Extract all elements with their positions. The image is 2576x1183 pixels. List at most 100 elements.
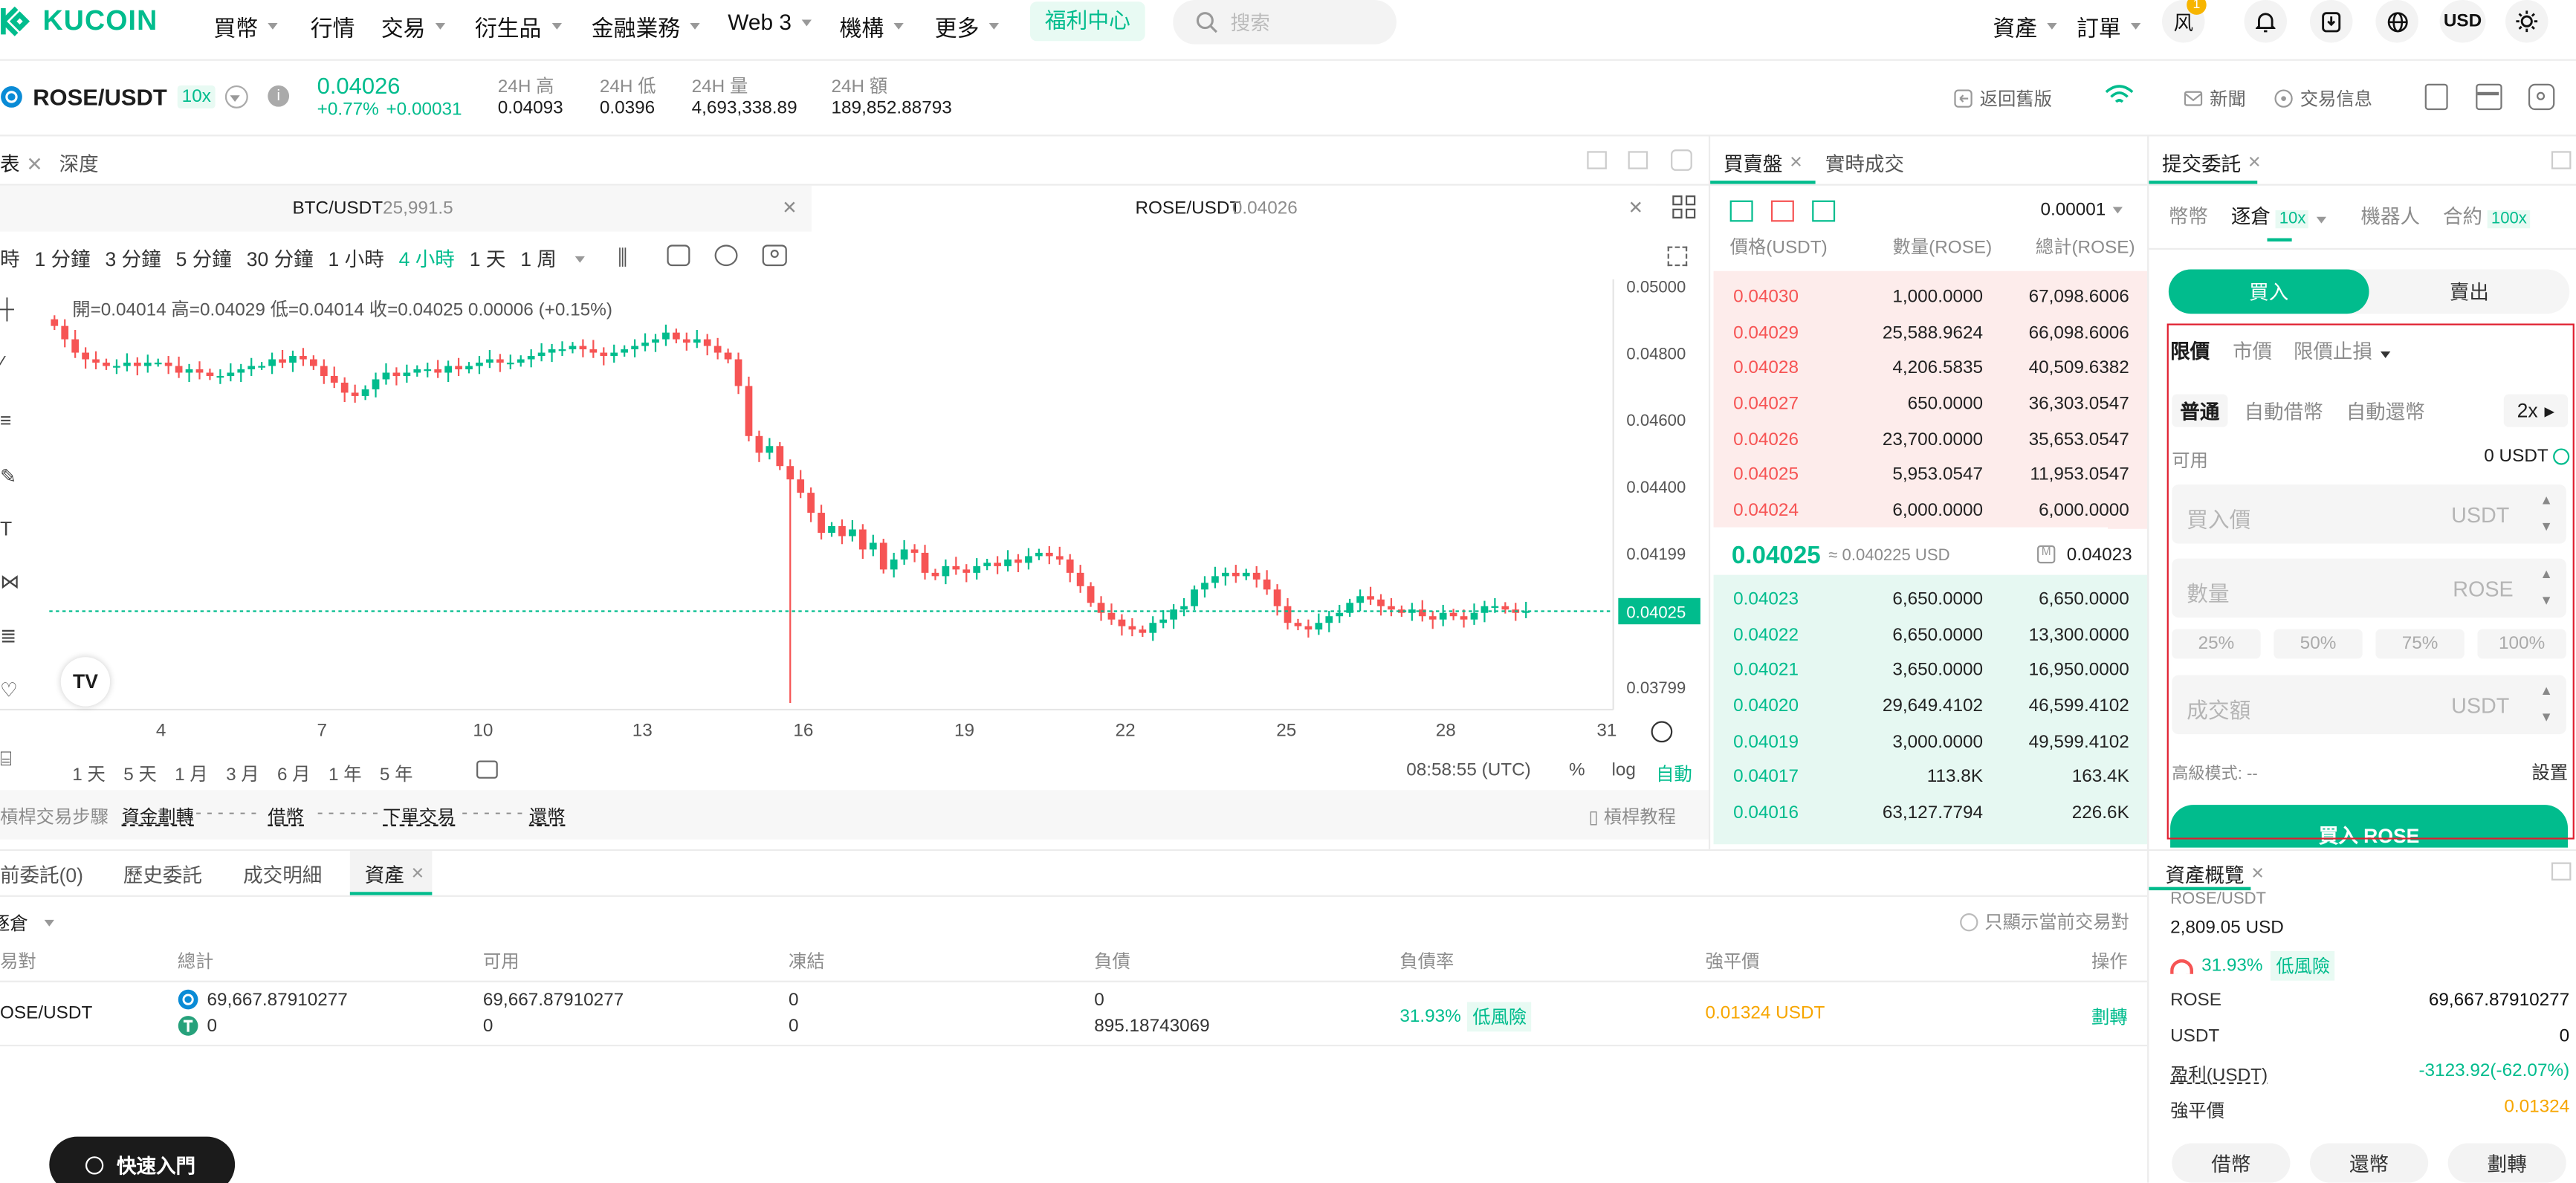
tab-orderbook[interactable]: 買賣盤 ✕ bbox=[1723, 152, 1803, 176]
price-chart[interactable]: 0.05000 0.04800 0.04600 0.04400 0.04199 0.037… bbox=[0, 279, 1709, 739]
percent-scale-toggle[interactable]: % bbox=[1569, 760, 1585, 780]
repay-button[interactable]: 還幣 bbox=[2309, 1143, 2429, 1183]
type-stop-limit[interactable]: 限價止損 bbox=[2294, 337, 2391, 365]
popout-icon[interactable] bbox=[2551, 862, 2572, 881]
nav-item[interactable]: 衍生品 bbox=[475, 10, 561, 42]
bid-row[interactable]: 0.04017 113.8K 163.4K bbox=[1714, 759, 2148, 796]
bid-row[interactable]: 0.04019 3,000.0000 49,599.4102 bbox=[1714, 724, 2148, 760]
bell-icon[interactable] bbox=[2244, 0, 2288, 43]
step-order[interactable]: 下單交易 bbox=[383, 808, 456, 829]
grid-layout-icon[interactable] bbox=[1672, 195, 1696, 218]
news-link[interactable]: 新聞 bbox=[2184, 85, 2246, 111]
buy-tab[interactable]: 買入 bbox=[2168, 269, 2369, 314]
interval-option[interactable]: 1 周 bbox=[520, 247, 557, 271]
trendline-icon[interactable]: ⁄ bbox=[0, 351, 4, 375]
transfer-link[interactable]: 劃轉 bbox=[2091, 1008, 2128, 1028]
available-balance[interactable]: 0 USDT bbox=[2484, 447, 2570, 467]
leverage-select[interactable]: 2x ▶ bbox=[2503, 394, 2569, 427]
mode-isolated[interactable]: 逐倉 10x bbox=[2231, 202, 2328, 230]
info-icon[interactable]: i bbox=[268, 85, 290, 107]
fib-icon[interactable]: ≡ bbox=[0, 409, 12, 432]
close-tab-icon[interactable]: ✕ bbox=[1628, 198, 1643, 218]
tab-assets-overview[interactable]: 資產概覽 ✕ bbox=[2165, 863, 2265, 887]
column-header[interactable]: 強平價 bbox=[1705, 953, 1760, 973]
borrow-button[interactable]: 借幣 bbox=[2172, 1143, 2291, 1183]
candle-type-icon[interactable]: ⫼ bbox=[618, 244, 628, 270]
range-option[interactable]: 5 天 bbox=[123, 765, 157, 785]
interval-option[interactable]: 5 分鐘 bbox=[175, 247, 232, 271]
popout-icon[interactable] bbox=[2551, 151, 2572, 169]
pct-50[interactable]: 50% bbox=[2274, 629, 2363, 659]
currency-select[interactable]: USD bbox=[2439, 0, 2486, 43]
transfer-button[interactable]: 劃轉 bbox=[2447, 1143, 2566, 1183]
step-borrow[interactable]: 借幣 bbox=[268, 808, 304, 829]
tab-assets[interactable]: 資產 ✕ bbox=[364, 863, 425, 887]
quick-start-button[interactable]: 快速入門 bbox=[49, 1136, 236, 1183]
bid-row[interactable]: 0.04016 63,127.7794 226.6K bbox=[1713, 795, 2148, 831]
range-option[interactable]: 3 月 bbox=[226, 765, 259, 785]
interval-option[interactable]: 1 分鐘 bbox=[34, 247, 91, 271]
chart-tab-rose[interactable]: ROSE/USDT 0.04026 ✕ bbox=[811, 185, 1657, 232]
nav-item[interactable]: 金融業務 bbox=[592, 10, 700, 42]
type-market[interactable]: 市價 bbox=[2233, 340, 2273, 363]
range-option[interactable]: 5 年 bbox=[379, 765, 413, 785]
nav-item[interactable]: 更多 bbox=[935, 10, 999, 42]
buy-price-input[interactable]: 買入價 USDT ▲ ▼ bbox=[2172, 484, 2566, 544]
interval-option[interactable]: 1 小時 bbox=[328, 247, 384, 271]
interval-option[interactable]: 3 分鐘 bbox=[105, 247, 161, 271]
window-icon[interactable] bbox=[1587, 151, 1607, 169]
range-option[interactable]: 6 月 bbox=[277, 765, 311, 785]
range-option[interactable]: 1 天 bbox=[72, 765, 106, 785]
book-bids-icon[interactable] bbox=[1812, 200, 1836, 222]
ruler-icon[interactable]: ⌸ bbox=[0, 747, 12, 771]
bid-row[interactable]: 0.04020 29,649.4102 46,599.4102 bbox=[1714, 688, 2148, 725]
tab-open-orders[interactable]: 前委託(0) bbox=[0, 863, 84, 887]
chart-gear-icon[interactable] bbox=[1651, 721, 1673, 743]
chart-settings-icon[interactable] bbox=[714, 244, 738, 267]
ask-row[interactable]: 0.04026 23,700.0000 35,653.0547 bbox=[1714, 421, 2148, 458]
tab-depth[interactable]: 深度 bbox=[59, 152, 99, 176]
quantity-input[interactable]: 數量 ROSE ▲ ▼ bbox=[2172, 558, 2566, 618]
interval-option[interactable]: 1 天 bbox=[469, 247, 506, 271]
measure-icon[interactable]: ≣ bbox=[0, 623, 17, 647]
favorite-icon[interactable]: ♡ bbox=[0, 678, 18, 701]
interval-option[interactable]: 4 小時 bbox=[398, 247, 455, 271]
pct-25[interactable]: 25% bbox=[2172, 629, 2261, 659]
pct-100[interactable]: 100% bbox=[2477, 629, 2566, 659]
text-tool-icon[interactable]: T bbox=[0, 517, 13, 541]
step-transfer[interactable]: 資金劃轉 bbox=[121, 808, 194, 829]
ask-row[interactable]: 0.04024 6,000.0000 6,000.0000 bbox=[1714, 493, 2148, 529]
avatar[interactable]: 风 bbox=[2162, 0, 2205, 43]
pct-75[interactable]: 75% bbox=[2375, 629, 2465, 659]
column-header[interactable]: 凍結 bbox=[789, 953, 825, 973]
total-input[interactable]: 成交額 USDT ▲ ▼ bbox=[2172, 675, 2566, 735]
auto-repay[interactable]: 自動還幣 bbox=[2346, 401, 2425, 424]
settings-link[interactable]: 設置 bbox=[2531, 763, 2569, 784]
interval-option[interactable]: 時 bbox=[0, 247, 20, 271]
nav-item[interactable]: Web 3 bbox=[728, 10, 812, 34]
assets-menu[interactable]: 資產 bbox=[1993, 10, 2057, 42]
column-header[interactable]: 負債 bbox=[1094, 953, 1130, 973]
expand-icon[interactable] bbox=[1671, 149, 1692, 171]
nav-item[interactable]: 行情 bbox=[310, 16, 355, 42]
tab-recent-trades[interactable]: 實時成交 bbox=[1825, 152, 1905, 176]
auto-scale-toggle[interactable]: 自動 bbox=[1656, 765, 1692, 785]
chart-tab-btc[interactable]: BTC/USDT 25,991.5 ✕ bbox=[0, 185, 812, 232]
welfare-center-link[interactable]: 福利中心 bbox=[1029, 1, 1145, 42]
ask-row[interactable]: 0.04030 1,000.0000 67,098.6006 bbox=[1713, 279, 2148, 316]
submit-buy-button[interactable]: 買入 ROSE bbox=[2170, 805, 2569, 848]
bid-row[interactable]: 0.04021 3,650.0000 16,950.0000 bbox=[1714, 653, 2148, 689]
interval-option[interactable]: 30 分鐘 bbox=[246, 247, 314, 271]
column-header[interactable]: 負債率 bbox=[1399, 953, 1454, 973]
popout-icon[interactable] bbox=[1628, 151, 1648, 169]
range-option[interactable]: 1 年 bbox=[328, 765, 362, 785]
range-option[interactable]: 1 月 bbox=[175, 765, 208, 785]
bid-row[interactable]: 0.04023 6,650.0000 6,650.0000 bbox=[1714, 582, 2148, 618]
margin-type-filter[interactable]: 逐倉 bbox=[0, 910, 54, 936]
trade-info-link[interactable]: 交易信息 bbox=[2274, 85, 2372, 111]
brush-icon[interactable]: ✎ bbox=[0, 464, 17, 488]
ask-row[interactable]: 0.04028 4,206.5835 40,509.6382 bbox=[1714, 351, 2148, 387]
tab-submit-order[interactable]: 提交委託 ✕ bbox=[2162, 152, 2262, 176]
book-both-icon[interactable] bbox=[1729, 200, 1753, 222]
nav-item[interactable]: 機構 bbox=[840, 10, 904, 42]
